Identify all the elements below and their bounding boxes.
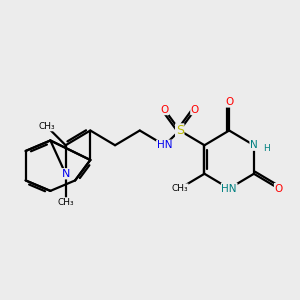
Text: H: H	[264, 144, 270, 153]
Text: HN: HN	[157, 140, 172, 150]
Text: HN: HN	[221, 184, 237, 194]
Text: O: O	[274, 184, 283, 194]
Text: CH₃: CH₃	[171, 184, 188, 193]
Text: O: O	[225, 97, 233, 107]
Text: CH₃: CH₃	[57, 198, 74, 207]
Text: CH₃: CH₃	[38, 122, 55, 131]
Text: O: O	[191, 105, 199, 115]
Text: N: N	[61, 169, 70, 179]
Text: S: S	[176, 124, 184, 137]
Text: O: O	[160, 105, 169, 115]
Text: N: N	[250, 140, 258, 150]
